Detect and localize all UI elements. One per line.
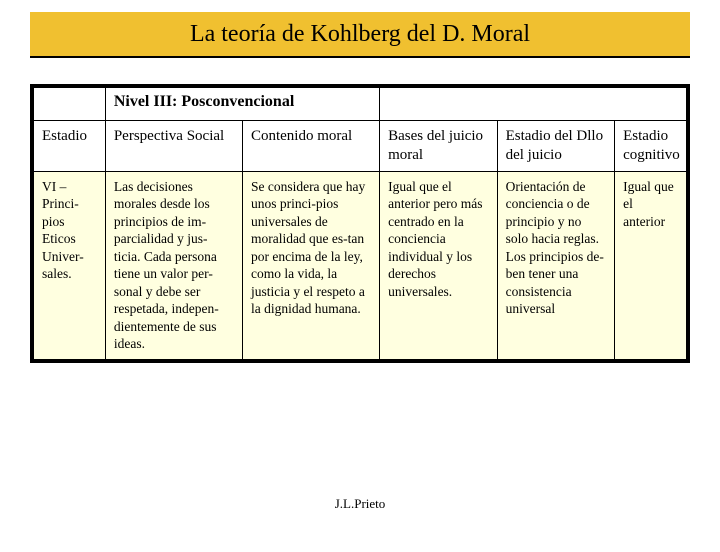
data-row: VI – Princi-pios Eticos Univer-sales. La… — [34, 171, 687, 359]
col-header-dllo: Estadio del Dllo del juicio — [497, 121, 615, 172]
level-empty — [34, 88, 106, 121]
kohlberg-table: Nivel III: Posconvencional Estadio Persp… — [30, 84, 690, 363]
stage-roman: VI – — [42, 178, 97, 196]
title-bar: La teoría de Kohlberg del D. Moral — [30, 12, 690, 58]
level-label: Nivel III: Posconvencional — [105, 88, 379, 121]
cell-dllo: Orientación de conciencia o de principio… — [497, 171, 615, 359]
cell-content: Se considera que hay unos princi-pios un… — [242, 171, 379, 359]
cell-stage: VI – Princi-pios Eticos Univer-sales. — [34, 171, 106, 359]
col-header-content: Contenido moral — [242, 121, 379, 172]
slide-title: La teoría de Kohlberg del D. Moral — [190, 21, 530, 48]
cell-persp: Las decisiones morales desde los princip… — [105, 171, 242, 359]
header-row: Estadio Perspectiva Social Contenido mor… — [34, 121, 687, 172]
col-header-cog: Estadio cognitivo — [615, 121, 687, 172]
col-header-stage: Estadio — [34, 121, 106, 172]
footer-author: J.L.Prieto — [0, 496, 720, 512]
stage-name: Princi-pios Eticos Univer-sales. — [42, 195, 97, 283]
level-row: Nivel III: Posconvencional — [34, 88, 687, 121]
cell-bases: Igual que el anterior pero más centrado … — [380, 171, 498, 359]
cell-cog: Igual que el anterior — [615, 171, 687, 359]
col-header-bases: Bases del juicio moral — [380, 121, 498, 172]
col-header-persp: Perspectiva Social — [105, 121, 242, 172]
level-empty-right — [380, 88, 687, 121]
